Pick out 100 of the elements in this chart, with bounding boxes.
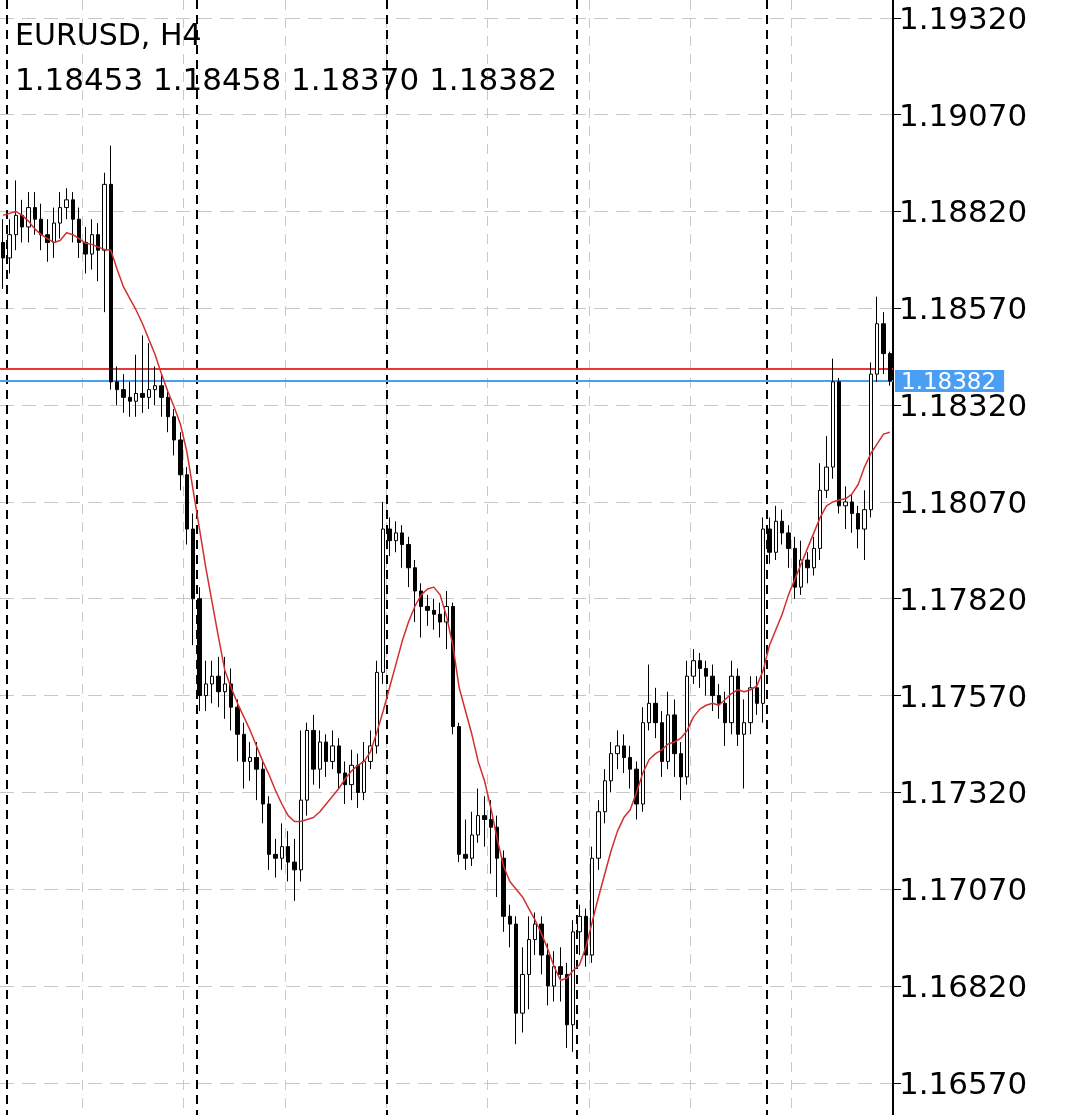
candlestick [400,524,404,569]
candlestick [824,435,829,499]
candlestick [717,683,721,720]
candlestick [140,334,145,414]
candlestick [210,660,214,704]
candlestick [254,741,259,801]
candlestick [330,729,335,770]
candlestick [121,373,126,414]
candlestick [77,207,81,259]
candlestick [305,722,309,817]
candlestick [20,199,24,243]
candlestick [666,691,670,770]
candlestick [546,942,550,1006]
candlestick [153,365,157,406]
candlestick [679,741,683,801]
candlestick [267,795,271,871]
candlestick [514,915,518,1045]
y-tick-label: 1.17070 [899,871,1028,908]
line-series [2,210,891,981]
candlestick [52,207,56,259]
candlestick [425,594,430,627]
candlestick [748,675,753,735]
candlestick [102,172,107,313]
candlestick [869,362,873,518]
candlestick [685,660,689,786]
candlestick [419,582,423,638]
candlestick [501,849,506,933]
candlestick [216,656,221,708]
candlestick [311,714,316,786]
candlestick [729,660,734,735]
candlestick [723,691,727,747]
candlestick [172,408,176,456]
y-tick-label: 1.17820 [899,580,1028,617]
candlestick [520,946,525,1034]
candlestick [482,795,487,848]
candlestick [58,191,62,240]
candlestick [242,722,246,790]
candlestick [147,342,151,410]
candlestick [451,602,455,735]
candlestick [134,354,138,418]
text: EURUSD, H4 [15,16,202,52]
candlestick [799,540,803,596]
candlestick [128,381,132,418]
candlestick [647,664,651,731]
candlestick [818,462,822,561]
candlestick [805,551,810,584]
candlestick [159,373,164,418]
candlestick [33,191,37,236]
candlestick [457,722,461,863]
candlestick [672,698,677,778]
candlestick [71,191,75,243]
candlestick [349,749,354,801]
candlestick [628,745,632,790]
candlestick [286,830,290,882]
candlestick [622,733,626,774]
candlestick [850,493,854,534]
y-tick-label: 1.19320 [899,0,1028,36]
candlestick [831,358,835,480]
y-tick-label: 1.18070 [899,483,1028,520]
candlestick [470,811,474,867]
candlestick [109,145,113,391]
candlestick [96,222,100,282]
text: 1.18453 1.18458 1.18370 1.18382 [15,60,558,97]
candlestick [26,191,31,243]
y-tick-label: 1.17320 [899,774,1028,811]
candlestick [432,598,436,631]
candlestick [248,741,252,782]
y-tick-label: 1.19070 [899,96,1028,133]
candlestick [463,819,468,871]
candlestick [508,904,512,948]
candlestick [14,179,18,251]
candlestick [609,741,613,793]
candlestick [261,760,265,824]
y-tick-label: 1.18820 [899,193,1028,230]
candlestick [527,915,531,1010]
candlestick [115,365,119,406]
candlestick [552,950,556,1003]
candlestick [362,741,366,801]
candlestick [299,729,303,882]
candlestick [178,431,183,491]
candlestick [356,753,360,809]
candlestick [710,664,715,712]
candlestick [90,218,94,271]
candlestick [394,520,398,553]
candlestick [223,656,227,720]
candlestick [318,729,322,790]
candlestick [641,706,645,813]
candlestick [881,311,886,375]
candlestick [755,675,759,716]
candlestick [691,648,696,685]
candlestick [653,687,658,739]
candlestick [736,667,740,747]
candlestick [235,698,240,762]
candlestick [533,911,537,956]
candlestick [292,838,297,902]
candlestick [273,838,278,879]
candlestick [204,660,208,712]
candlestick [774,505,778,561]
candlestick [539,915,544,975]
candlestick [660,710,664,778]
